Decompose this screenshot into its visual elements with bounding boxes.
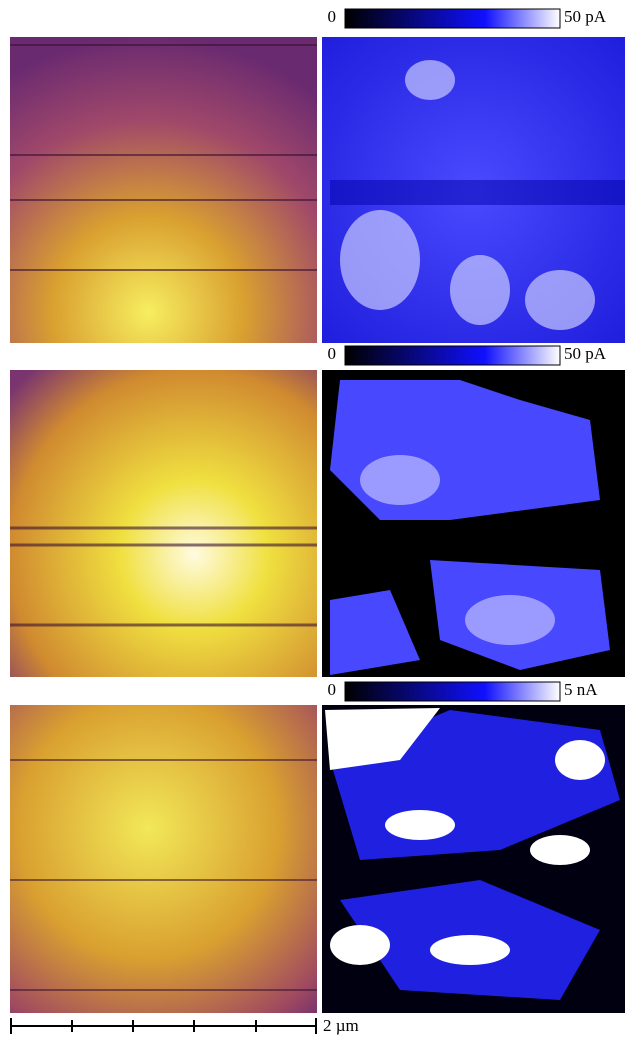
colorbar-max: 5 nA — [564, 680, 598, 699]
topography-image — [10, 37, 317, 343]
scale-bar-label: 2 µm — [323, 1016, 359, 1035]
colorbar-scale — [345, 9, 560, 28]
figure: 0 50 pA 0 50 pA 0 5 nA 2 µm — [0, 0, 627, 1039]
colorbar-max: 50 pA — [564, 344, 607, 363]
topography-image — [10, 705, 317, 1013]
colorbar-scale — [345, 682, 560, 701]
colorbar-max: 50 pA — [564, 7, 607, 26]
current-band — [322, 528, 625, 548]
current-band — [330, 180, 625, 205]
colorbar-min: 0 — [328, 344, 337, 363]
topography-image — [10, 370, 317, 677]
colorbar-min: 0 — [328, 680, 337, 699]
colorbar: 0 50 pA — [328, 344, 607, 365]
colorbar-scale — [345, 346, 560, 365]
colorbar: 0 5 nA — [328, 680, 599, 701]
scale-bar — [10, 1018, 317, 1034]
colorbar-min: 0 — [328, 7, 337, 26]
colorbar: 0 50 pA — [328, 7, 607, 28]
